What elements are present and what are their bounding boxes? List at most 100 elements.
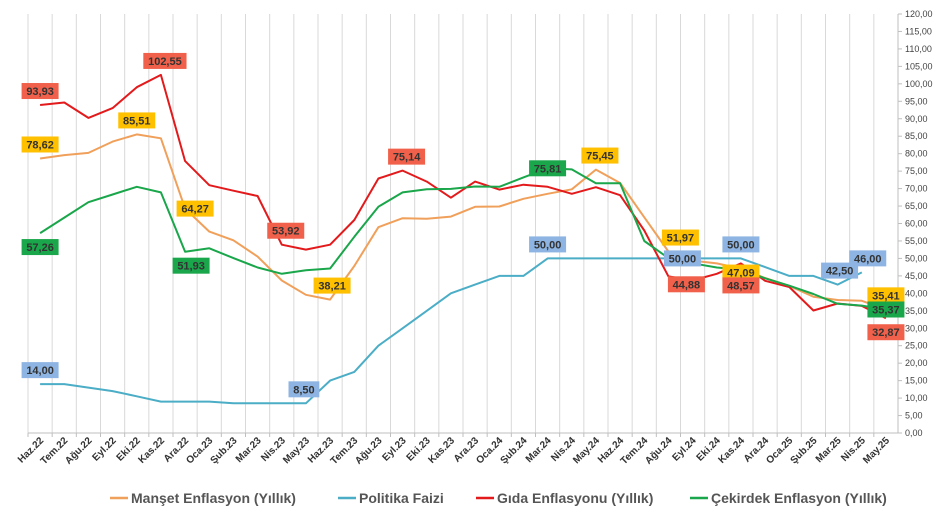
data-label: 46,00: [854, 253, 882, 265]
x-tick-label: Mar.25: [814, 435, 844, 465]
y-tick-label: 30,00: [905, 323, 928, 333]
y-tick-label: 90,00: [905, 114, 928, 124]
data-label-box: [21, 136, 59, 153]
x-tick-label: Mar.23: [234, 435, 264, 465]
data-label-box: [21, 362, 59, 379]
x-tick-label: Eyl.24: [670, 435, 699, 464]
data-label-box: [388, 148, 426, 165]
x-tick-label: Şub.24: [499, 435, 530, 466]
data-label: 64,27: [181, 204, 209, 216]
data-label-box: [118, 112, 156, 129]
data-label: 38,21: [318, 281, 346, 293]
y-tick-label: 100,00: [905, 79, 933, 89]
data-labels: 78,62 85,51 64,27 38,21 75,45 51,97 47,09 35,41…: [21, 52, 905, 398]
data-label: 102,55: [148, 56, 182, 68]
data-label-box: [529, 236, 567, 253]
y-tick-label: 60,00: [905, 219, 928, 229]
data-label-box: [867, 301, 905, 318]
data-label: 93,93: [26, 86, 54, 98]
data-label: 57,26: [26, 242, 54, 254]
data-label: 85,51: [123, 115, 151, 127]
x-tick-label: Ağu.24: [643, 435, 675, 467]
x-tick-label: Mar.24: [524, 435, 554, 465]
y-tick-label: 20,00: [905, 358, 928, 368]
y-tick-label: 120,00: [905, 9, 933, 19]
data-label: 75,45: [586, 151, 614, 163]
data-label-box: [663, 250, 701, 267]
x-tick-label: May.23: [281, 435, 312, 466]
y-tick-label: 75,00: [905, 166, 928, 176]
x-tick-label: Kas.23: [426, 435, 457, 466]
legend-label: Gıda Enflasyonu (Yıllık): [497, 490, 653, 506]
x-tick-label: Kas.24: [716, 435, 747, 466]
y-tick-label: 0,00: [905, 428, 923, 438]
data-label: 35,41: [872, 290, 900, 302]
data-label: 47,09: [727, 268, 755, 280]
legend: Manşet Enflasyon (Yıllık) Politika Faizi G…: [110, 490, 887, 506]
data-label: 50,00: [534, 239, 562, 251]
data-label-box: [867, 324, 905, 341]
data-label-box: [172, 257, 210, 274]
data-label-box: [267, 222, 305, 239]
data-label-box: [21, 239, 59, 256]
data-label: 51,97: [667, 233, 695, 245]
legend-label: Politika Faizi: [359, 490, 444, 506]
data-label-box: [661, 229, 699, 246]
data-label: 32,87: [872, 327, 900, 339]
data-label: 44,88: [673, 279, 701, 291]
y-tick-label: 95,00: [905, 96, 928, 106]
series-line-1: [40, 257, 863, 405]
y-tick-label: 15,00: [905, 376, 928, 386]
data-label-box: [21, 83, 59, 100]
data-label: 48,57: [727, 280, 755, 292]
data-label-box: [867, 287, 905, 304]
data-label: 75,81: [534, 163, 562, 175]
x-tick-label: Şub.23: [209, 435, 240, 466]
data-label: 35,37: [872, 304, 900, 316]
data-label: 8,50: [293, 384, 314, 396]
data-label: 51,93: [177, 261, 205, 273]
x-tick-label: Ağu.22: [63, 435, 95, 467]
y-tick-label: 10,00: [905, 393, 928, 403]
data-label: 50,00: [669, 253, 697, 265]
y-tick-label: 40,00: [905, 288, 928, 298]
y-tick-label: 50,00: [905, 253, 928, 263]
data-label-box: [288, 381, 320, 398]
data-label-box: [849, 250, 887, 267]
x-tick-label: May.24: [571, 435, 602, 466]
y-tick-label: 70,00: [905, 184, 928, 194]
data-label-box: [176, 200, 214, 217]
data-label-box: [722, 277, 760, 294]
data-label: 53,92: [272, 226, 300, 238]
x-tick-label: Ağu.23: [353, 435, 385, 467]
data-label-box: [581, 147, 619, 164]
data-label: 50,00: [727, 239, 755, 251]
x-tick-label: Eyl.23: [380, 435, 409, 464]
data-label: 75,14: [393, 152, 421, 164]
x-tick-label: May.25: [861, 435, 892, 466]
data-label-box: [667, 276, 705, 293]
y-tick-label: 65,00: [905, 201, 928, 211]
data-label-box: [529, 160, 567, 177]
y-tick-label: 25,00: [905, 341, 928, 351]
y-tick-label: 105,00: [905, 61, 933, 71]
data-label: 14,00: [26, 365, 54, 377]
y-tick-label: 110,00: [905, 44, 932, 54]
y-tick-label: 115,00: [905, 26, 932, 36]
legend-label: Manşet Enflasyon (Yıllık): [131, 490, 296, 506]
y-tick-label: 80,00: [905, 149, 928, 159]
y-tick-label: 45,00: [905, 271, 928, 281]
legend-label: Çekirdek Enflasyon (Yıllık): [711, 490, 887, 506]
x-tick-label: Şub.25: [789, 435, 820, 466]
x-tick-label: Kas.22: [136, 435, 167, 466]
data-label-box: [313, 277, 351, 294]
x-axis: Haz.22Tem.22Ağu.22Eyl.22Eki.22Kas.22Ara.…: [16, 432, 898, 467]
data-label-box: [143, 52, 187, 69]
data-label-box: [821, 262, 859, 279]
data-label-box: [722, 236, 760, 253]
y-tick-label: 5,00: [905, 411, 923, 421]
y-tick-label: 35,00: [905, 306, 928, 316]
y-axis: 0,00 5,00 10,00 15,00 20,00 25,00 30,00 35,00 40…: [897, 9, 933, 438]
x-tick-label: Eyl.22: [90, 435, 119, 464]
